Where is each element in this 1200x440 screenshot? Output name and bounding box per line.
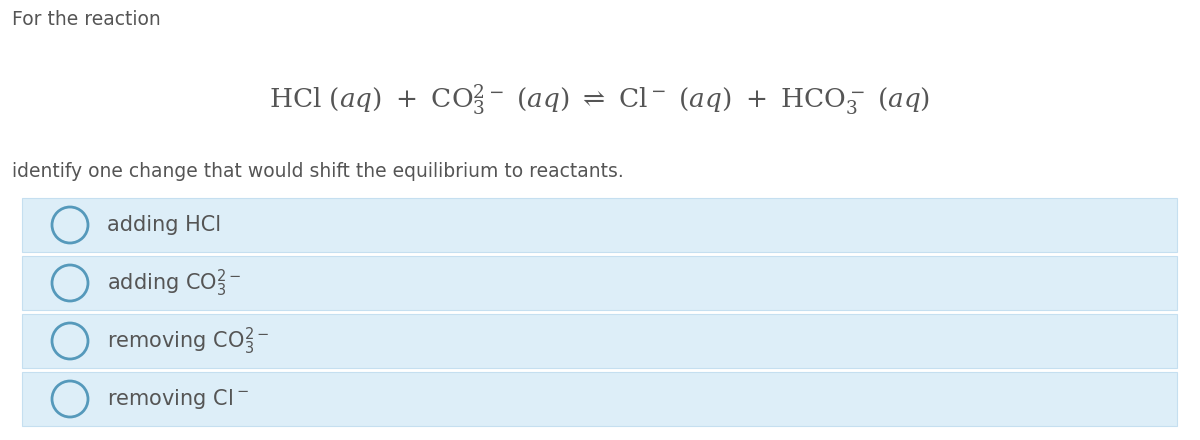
Text: adding HCl: adding HCl xyxy=(107,215,221,235)
Text: identify one change that would shift the equilibrium to reactants.: identify one change that would shift the… xyxy=(12,162,624,181)
Bar xyxy=(22,256,1177,310)
Bar xyxy=(22,198,1177,252)
Text: adding $\mathrm{CO_3^{2-}}$: adding $\mathrm{CO_3^{2-}}$ xyxy=(107,268,241,299)
Text: $\mathbf{\mathrm{HCl}}\ \mathit{(aq)}\ +\ \mathrm{CO_3^{2-}}\ \mathit{(aq)}\ \ri: $\mathbf{\mathrm{HCl}}\ \mathit{(aq)}\ +… xyxy=(269,82,931,118)
Text: removing $\mathrm{CO_3^{2-}}$: removing $\mathrm{CO_3^{2-}}$ xyxy=(107,326,269,356)
Text: For the reaction: For the reaction xyxy=(12,10,161,29)
Bar xyxy=(22,314,1177,368)
Bar xyxy=(22,372,1177,426)
Text: removing $\mathrm{Cl^-}$: removing $\mathrm{Cl^-}$ xyxy=(107,387,248,411)
